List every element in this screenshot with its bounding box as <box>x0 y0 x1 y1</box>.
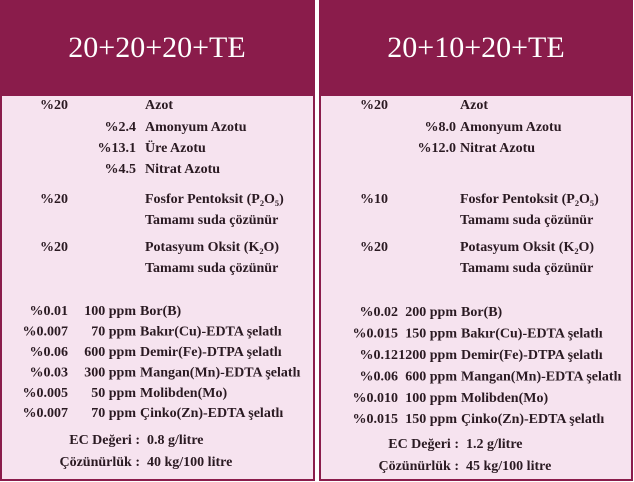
micro-percent: %0.015 <box>353 327 399 342</box>
micro-label: Mangan(Mn)-EDTA şelatlı <box>140 365 300 380</box>
micro-ppm: 150 ppm <box>405 412 457 427</box>
panel-header-right <box>320 1 632 96</box>
form-value: %2.4 <box>105 120 137 135</box>
micro-label: Mangan(Mn)-EDTA şelatlı <box>461 369 621 384</box>
nutrient-note: Tamamı suda çözünür <box>460 213 593 228</box>
micro-label: Bakır(Cu)-EDTA şelatlı <box>461 327 603 342</box>
micro-percent: %0.005 <box>23 386 69 401</box>
spec-value: 0.8 g/litre <box>147 433 204 448</box>
micro-ppm: 70 ppm <box>91 406 136 421</box>
spec-value: 1.2 g/litre <box>466 437 523 452</box>
form-label: Amonyum Azotu <box>145 120 247 135</box>
micro-label: Demir(Fe)-DTPA şelatlı <box>140 345 282 360</box>
nutrient-value: %20 <box>40 98 68 113</box>
micro-percent: %0.06 <box>360 369 399 384</box>
micro-ppm: 150 ppm <box>405 327 457 342</box>
nutrient-label: Potasyum Oksit (K₂O) <box>460 240 594 255</box>
micro-percent: %0.06 <box>30 345 69 360</box>
panel-header-left <box>1 1 314 96</box>
micro-ppm: 50 ppm <box>91 386 136 401</box>
nutrient-label: Potasyum Oksit (K₂O) <box>145 240 279 255</box>
micro-label: Çinko(Zn)-EDTA şelatlı <box>140 406 283 421</box>
nutrient-note: Tamamı suda çözünür <box>145 261 278 276</box>
micro-label: Molibden(Mo) <box>461 391 548 406</box>
form-value: %4.5 <box>105 162 137 177</box>
micro-percent: %0.007 <box>23 406 69 421</box>
nutrient-note: Tamamı suda çözünür <box>460 261 593 276</box>
nutrient-label: Fosfor Pentoksit (P₂O₅) <box>145 192 284 207</box>
nutrient-label: Azot <box>145 98 173 113</box>
spec-value: 40 kg/100 litre <box>147 455 232 470</box>
micro-percent: %0.03 <box>30 365 69 380</box>
nutrient-label: Fosfor Pentoksit (P₂O₅) <box>460 192 599 207</box>
form-label: Amonyum Azotu <box>460 120 562 135</box>
nutrient-note: Tamamı suda çözünür <box>145 213 278 228</box>
micro-percent: %0.015 <box>353 412 399 427</box>
micro-ppm: 300 ppm <box>84 365 136 380</box>
micro-percent: %0.12 <box>360 348 399 363</box>
micro-ppm: 200 ppm <box>405 305 457 320</box>
micro-percent: %0.01 <box>30 304 69 319</box>
panel-title: 20+20+20+TE <box>68 31 245 64</box>
micro-percent: %0.02 <box>360 305 399 320</box>
spec-label: Çözünürlük : <box>59 455 140 470</box>
micro-percent: %0.010 <box>353 391 399 406</box>
spec-label: EC Değeri : <box>388 437 459 452</box>
nutrient-value: %20 <box>40 192 68 207</box>
nutrient-value: %10 <box>360 192 388 207</box>
micro-label: Molibden(Mo) <box>140 386 227 401</box>
micro-ppm: 1200 ppm <box>398 348 457 363</box>
micro-label: Bor(B) <box>140 304 182 319</box>
micro-percent: %0.007 <box>23 325 69 340</box>
spec-label: Çözünürlük : <box>378 459 459 474</box>
micro-ppm: 100 ppm <box>84 304 136 319</box>
micro-ppm: 600 ppm <box>405 369 457 384</box>
form-label: Nitrat Azotu <box>145 162 220 177</box>
nutrient-value: %20 <box>360 98 388 113</box>
nutrient-value: %20 <box>40 240 68 255</box>
micro-label: Bor(B) <box>461 305 503 320</box>
form-value: %12.0 <box>418 141 457 156</box>
nutrient-label: Azot <box>460 98 488 113</box>
micro-label: Çinko(Zn)-EDTA şelatlı <box>461 412 604 427</box>
micro-ppm: 70 ppm <box>91 325 136 340</box>
micro-label: Demir(Fe)-DTPA şelatlı <box>461 348 603 363</box>
spec-value: 45 kg/100 litre <box>466 459 551 474</box>
micro-ppm: 100 ppm <box>405 391 457 406</box>
form-value: %13.1 <box>98 141 137 156</box>
panel-title: 20+10+20+TE <box>387 31 564 64</box>
micro-ppm: 600 ppm <box>84 345 136 360</box>
micro-label: Bakır(Cu)-EDTA şelatlı <box>140 325 282 340</box>
form-value: %8.0 <box>425 120 457 135</box>
form-label: Nitrat Azotu <box>460 141 535 156</box>
form-label: Üre Azotu <box>145 139 206 156</box>
spec-label: EC Değeri : <box>69 433 140 448</box>
nutrient-value: %20 <box>360 240 388 255</box>
